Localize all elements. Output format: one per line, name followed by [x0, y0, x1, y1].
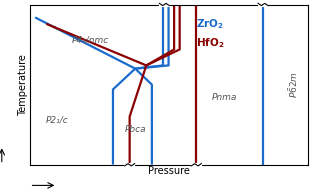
Text: Pnma: Pnma [211, 93, 237, 102]
Text: Pbca: Pbca [124, 125, 146, 134]
Text: $\mathbf{ZrO_2}$: $\mathbf{ZrO_2}$ [196, 17, 224, 31]
X-axis label: Pressure: Pressure [148, 166, 189, 176]
Text: $\mathbf{HfO_2}$: $\mathbf{HfO_2}$ [196, 36, 225, 50]
Text: P2₁/c: P2₁/c [46, 115, 69, 124]
Y-axis label: Temperature: Temperature [18, 54, 28, 115]
Text: $P\bar{6}2m$: $P\bar{6}2m$ [287, 71, 300, 98]
Text: P4₁/nmc: P4₁/nmc [72, 35, 109, 44]
